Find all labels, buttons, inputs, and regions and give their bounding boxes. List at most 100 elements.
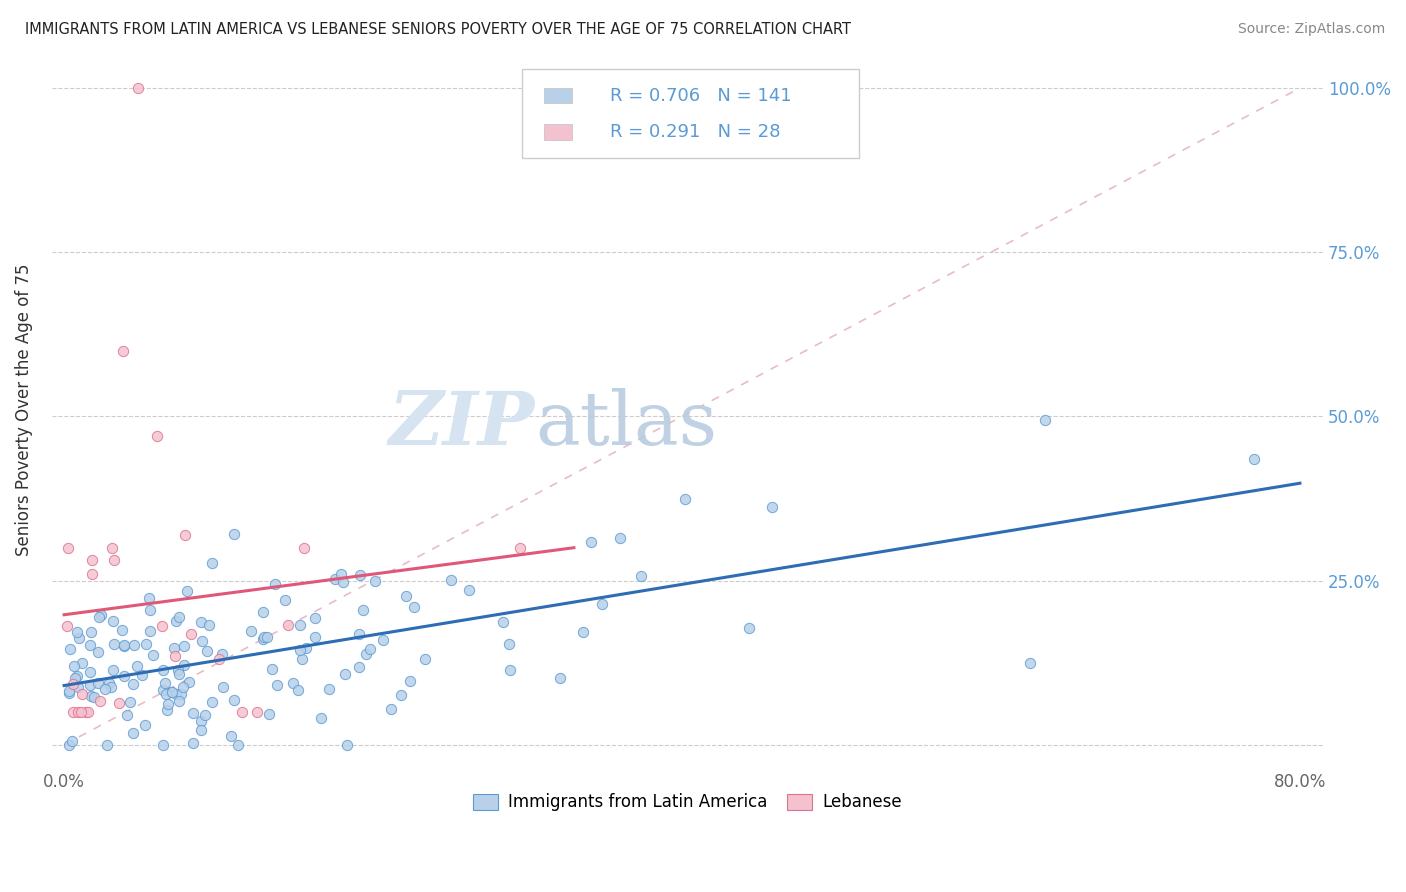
Point	[332, 574, 354, 589]
Point	[63, 659, 86, 673]
Point	[56, 541, 79, 555]
Text: atlas: atlas	[534, 387, 717, 460]
Point	[82, 553, 104, 567]
Point	[173, 527, 195, 541]
Point	[156, 698, 179, 712]
Point	[108, 697, 131, 711]
Point	[336, 738, 359, 752]
Point	[359, 642, 381, 657]
Point	[318, 681, 340, 696]
Point	[87, 610, 110, 624]
Point	[167, 694, 190, 708]
Point	[139, 603, 162, 617]
Point	[89, 693, 111, 707]
Point	[274, 593, 297, 607]
Point	[121, 726, 143, 740]
Point	[83, 690, 105, 704]
Point	[288, 642, 311, 657]
Point	[139, 624, 162, 639]
Point	[100, 680, 122, 694]
Point	[197, 618, 219, 632]
Point	[181, 736, 204, 750]
Point	[170, 687, 193, 701]
Point	[163, 641, 186, 656]
Point	[262, 662, 284, 676]
Point	[97, 676, 120, 690]
Point	[94, 681, 117, 696]
Point	[58, 738, 80, 752]
Point	[266, 678, 288, 692]
Point	[165, 614, 187, 628]
Point	[256, 630, 278, 644]
Point	[253, 631, 276, 645]
Point	[112, 639, 135, 653]
Point	[222, 693, 245, 707]
Point	[498, 637, 520, 651]
Point	[79, 689, 101, 703]
Point	[264, 576, 287, 591]
Point	[333, 667, 356, 681]
Point	[111, 623, 134, 637]
Point	[219, 729, 242, 743]
Point	[294, 640, 316, 655]
Point	[169, 667, 191, 681]
Point	[354, 647, 377, 661]
Point	[70, 656, 93, 670]
Point	[62, 705, 84, 719]
Point	[169, 610, 191, 624]
Point	[122, 638, 145, 652]
Text: ZIP: ZIP	[388, 388, 534, 460]
Point	[101, 541, 124, 555]
Point	[1033, 412, 1056, 426]
Point	[180, 626, 202, 640]
Point	[142, 648, 165, 662]
Point	[509, 541, 531, 555]
Point	[190, 714, 212, 728]
Point	[87, 645, 110, 659]
Point	[391, 688, 413, 702]
Point	[1243, 452, 1265, 467]
Point	[550, 671, 572, 685]
Point	[56, 618, 79, 632]
Point	[211, 680, 233, 694]
Point	[160, 685, 183, 699]
Point	[59, 642, 82, 657]
Point	[288, 618, 311, 632]
Point	[200, 695, 222, 709]
Point	[181, 706, 204, 720]
Point	[402, 599, 425, 614]
Point	[352, 603, 374, 617]
Point	[239, 624, 262, 639]
Point	[152, 663, 174, 677]
Point	[127, 81, 149, 95]
Point	[252, 632, 274, 646]
Point	[156, 704, 179, 718]
Point	[150, 619, 173, 633]
Point	[591, 597, 613, 611]
Point	[394, 589, 416, 603]
Point	[79, 665, 101, 679]
Point	[112, 638, 135, 652]
Point	[66, 680, 89, 694]
Point	[457, 583, 479, 598]
Point	[75, 705, 97, 719]
Point	[673, 491, 696, 506]
Point	[197, 644, 219, 658]
Point	[165, 687, 187, 701]
Point	[176, 583, 198, 598]
Point	[380, 702, 402, 716]
Point	[609, 531, 631, 545]
Point	[311, 711, 333, 725]
Point	[283, 675, 305, 690]
Point	[152, 738, 174, 752]
Text: IMMIGRANTS FROM LATIN AMERICA VS LEBANESE SENIORS POVERTY OVER THE AGE OF 75 COR: IMMIGRANTS FROM LATIN AMERICA VS LEBANES…	[25, 22, 851, 37]
Point	[292, 541, 315, 555]
Point	[111, 343, 134, 358]
Point	[115, 707, 138, 722]
Point	[80, 625, 103, 640]
Point	[153, 676, 176, 690]
Point	[211, 647, 233, 661]
Point	[79, 677, 101, 691]
Point	[190, 723, 212, 737]
Point	[413, 652, 436, 666]
